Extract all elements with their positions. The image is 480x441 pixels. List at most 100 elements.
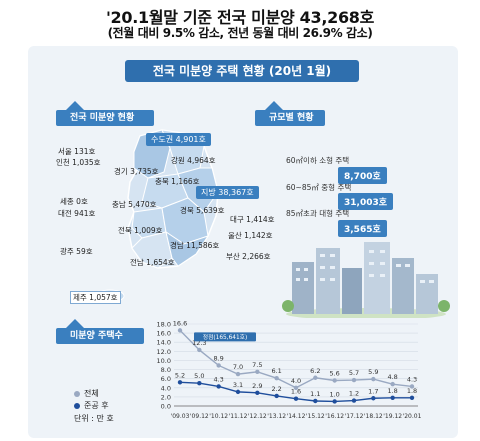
section-size-title: 규모별 현황 — [255, 110, 325, 126]
data-point — [409, 384, 415, 389]
data-point — [235, 371, 241, 377]
x-tick-label: '18.12 — [364, 413, 383, 420]
x-tick-label: '12.12 — [248, 413, 267, 420]
region-label-ulsan: 울산 1,142호 — [228, 231, 273, 240]
data-label: 7.5 — [252, 361, 262, 369]
data-label: 1.6 — [291, 388, 301, 396]
legend-unit: 단위 : 만 호 — [74, 414, 114, 423]
data-point — [255, 390, 260, 395]
region-label-gyeonggi: 경기 3,735호 — [114, 167, 159, 176]
x-tick-label: '15.12 — [306, 413, 325, 420]
y-tick-label: 12.0 — [157, 348, 171, 356]
data-label: 1.7 — [368, 387, 378, 395]
data-label: 1.1 — [310, 390, 320, 398]
data-point — [371, 376, 376, 382]
house-roof-icon — [66, 319, 84, 328]
provincial-total-tag: 지방 38,367호 — [196, 186, 259, 199]
x-tick-label: '20.01 — [403, 413, 422, 420]
y-tick-label: 10.0 — [157, 357, 171, 365]
x-tick-label: '09.03 — [171, 413, 190, 420]
data-point — [293, 385, 299, 390]
region-label-daegu: 대구 1,414호 — [230, 215, 275, 224]
data-point — [235, 389, 241, 395]
data-point — [255, 369, 260, 375]
size-value-large: 3,565호 — [338, 220, 387, 237]
region-label-gangwon: 강원 4,964호 — [171, 156, 216, 165]
data-point — [197, 347, 202, 353]
region-label-gyeongnam: 경남 11,586호 — [170, 241, 220, 250]
y-tick-label: 8.0 — [161, 366, 171, 374]
data-point — [390, 381, 395, 387]
region-label-seoul: 서울 131호 — [58, 147, 96, 156]
house-roof-icon — [265, 101, 283, 110]
data-label: 5.0 — [194, 372, 204, 380]
metro-total-tag: 수도권 4,901호 — [146, 133, 211, 146]
data-point — [274, 376, 279, 381]
data-label: 5.2 — [175, 371, 185, 379]
korea-map — [95, 129, 219, 303]
data-point — [274, 393, 279, 399]
legend-total-marker — [74, 390, 80, 397]
data-label: 5.9 — [368, 368, 378, 376]
y-tick-label: 16.0 — [157, 330, 171, 338]
x-tick-label: '17.12 — [345, 413, 364, 420]
data-label: 5.6 — [329, 369, 339, 377]
data-label: 1.8 — [407, 387, 417, 395]
data-label: 5.7 — [349, 369, 359, 377]
y-tick-label: 6.0 — [161, 375, 171, 383]
data-label: 4.3 — [213, 375, 223, 383]
data-point — [390, 395, 395, 400]
data-label: 2.9 — [252, 382, 262, 390]
section-trend-title: 미분양 주택수 — [56, 328, 144, 344]
data-point — [409, 395, 415, 400]
size-label-large: 85㎡초과 대형 주택 — [286, 209, 350, 218]
x-tick-label: '10.12 — [209, 413, 228, 420]
data-point — [313, 375, 318, 380]
legend-completed-label: 준공 후 — [84, 401, 109, 410]
data-point — [216, 363, 221, 368]
peak-annotation: 정점(165,641호) — [203, 334, 248, 341]
x-tick-label: '16.12 — [325, 413, 344, 420]
region-label-jeju: 제주 1,057호 — [70, 291, 121, 304]
data-point — [371, 396, 376, 401]
size-value-small: 8,700호 — [338, 167, 387, 184]
subheadline: (전월 대비 9.5% 감소, 전년 동월 대비 26.9% 감소) — [107, 26, 373, 40]
data-label: 1.2 — [349, 390, 359, 398]
data-point — [351, 377, 357, 383]
region-label-gwangju: 광주 59호 — [60, 247, 93, 256]
region-label-sejong: 세종 0호 — [60, 197, 88, 206]
data-point — [216, 384, 221, 389]
size-label-medium: 60~85㎡ 중형 주택 — [286, 183, 352, 192]
data-label: 6.2 — [310, 367, 320, 375]
data-point — [332, 378, 337, 383]
region-label-incheon: 인천 1,035호 — [56, 158, 101, 167]
region-label-jeonnam: 전남 1,654호 — [130, 258, 175, 267]
apartment-buildings-illustration — [282, 242, 450, 318]
x-tick-label: '09.12 — [190, 413, 209, 420]
peak-annotation-box — [194, 332, 256, 342]
data-label: 1.8 — [387, 387, 397, 395]
data-point — [293, 396, 299, 401]
x-tick-label: '11.12 — [229, 413, 248, 420]
y-tick-label: 2.0 — [161, 393, 171, 401]
size-value-medium: 31,003호 — [338, 193, 394, 210]
y-tick-label: 14.0 — [157, 339, 171, 347]
data-point — [177, 380, 183, 385]
data-label: 8.9 — [213, 354, 223, 362]
region-label-chungbuk: 충북 1,166호 — [155, 177, 200, 186]
legend-total: 전체 — [74, 388, 99, 399]
trend-line-chart: 0.02.04.06.08.010.012.014.016.018.0'09.0… — [157, 319, 422, 420]
data-label: 1.0 — [329, 390, 339, 398]
data-point — [313, 398, 318, 404]
legend-completed: 준공 후 — [74, 400, 109, 411]
data-label: 4.3 — [407, 375, 417, 383]
headline: '20.1월말 기준 전국 미분양 43,268호 — [105, 8, 375, 27]
data-label: 4.8 — [387, 373, 397, 381]
x-tick-label: '19.12 — [383, 413, 402, 420]
data-label: 12.3 — [192, 339, 206, 347]
data-label: 16.6 — [173, 319, 187, 327]
data-label: 6.1 — [271, 367, 281, 375]
data-point — [197, 381, 202, 386]
x-tick-label: '14.12 — [287, 413, 306, 420]
data-point — [177, 328, 183, 333]
